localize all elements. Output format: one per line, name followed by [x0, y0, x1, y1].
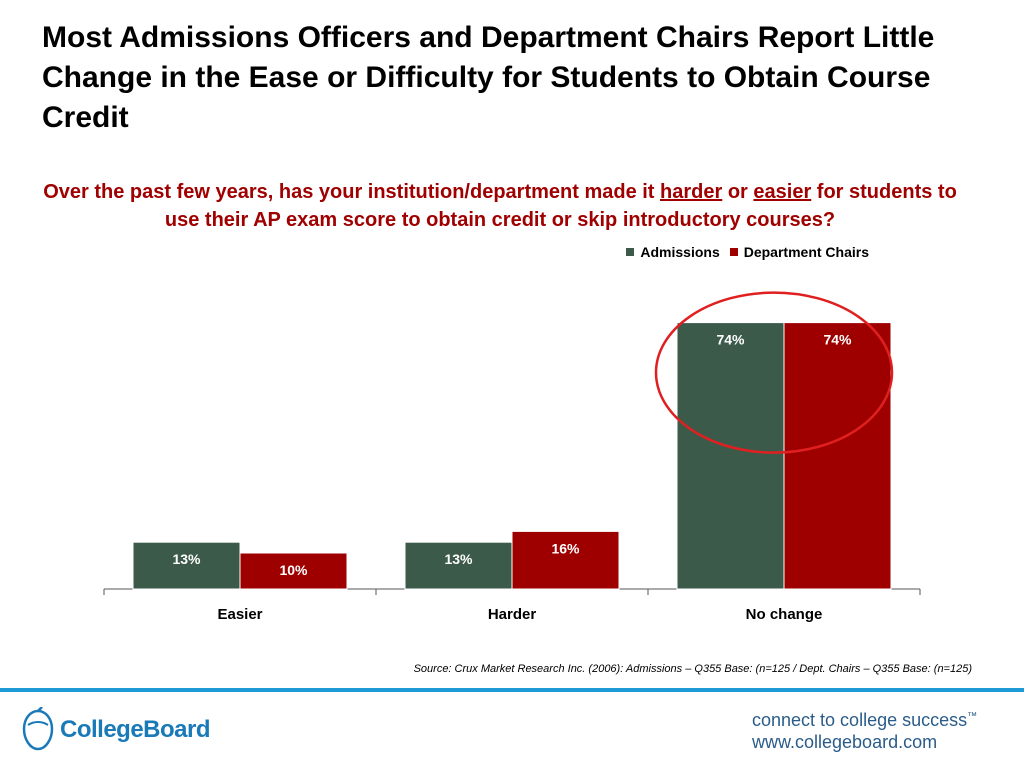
- bar-admissions: [404, 541, 513, 590]
- survey-question: Over the past few years, has your instit…: [30, 178, 970, 234]
- bar-value-label: 74%: [823, 332, 852, 348]
- tagline-text: connect to college success: [752, 710, 968, 730]
- bar-value-label: 13%: [444, 551, 473, 567]
- category-label: No change: [746, 606, 823, 623]
- question-or: or: [722, 181, 754, 203]
- question-easier: easier: [753, 181, 812, 203]
- category-label: Easier: [217, 606, 262, 623]
- question-part1: Over the past few years, has your instit…: [43, 181, 661, 203]
- slide-title: Most Admissions Officers and Department …: [42, 21, 935, 134]
- source-note: Source: Crux Market Research Inc. (2006)…: [413, 663, 972, 675]
- bar-department-chairs: [511, 530, 620, 590]
- legend-label-chairs: Department Chairs: [743, 244, 869, 260]
- tagline: connect to college success™ www.collegeb…: [752, 706, 977, 753]
- logo-text: CollegeBoard: [60, 716, 211, 743]
- bar-admissions: [132, 541, 241, 590]
- bar-department-chairs: [239, 552, 348, 590]
- highlight-circle: [654, 291, 894, 454]
- tagline-line1: connect to college success™: [752, 706, 977, 731]
- question-part2: for students to use their AP exam score …: [164, 181, 957, 231]
- bar-value-label: 74%: [716, 332, 745, 348]
- footer-divider: [0, 688, 1024, 692]
- question-harder: harder: [660, 181, 723, 203]
- bar-value-label: 10%: [279, 562, 308, 578]
- category-label: Harder: [488, 606, 537, 623]
- bar-department-chairs: [783, 322, 892, 590]
- bar-admissions: [676, 322, 785, 590]
- bar-value-label: 16%: [551, 540, 580, 556]
- acorn-icon: [22, 707, 54, 751]
- chart-legend: Admissions Department Chairs: [626, 244, 869, 260]
- legend-swatch-chairs: [729, 248, 738, 256]
- trademark: ™: [967, 711, 978, 722]
- collegeboard-logo: CollegeBoard: [20, 705, 211, 755]
- bar-chart: 13% 10% Easier 13% 16% Harder 74% 74% No change: [103, 291, 921, 623]
- legend-label-admissions: Admissions: [640, 244, 720, 260]
- legend-item-chairs: Department Chairs: [729, 244, 869, 260]
- tagline-url: www.collegeboard.com: [752, 732, 938, 752]
- bar-value-label: 13%: [172, 551, 201, 567]
- legend-swatch-admissions: [626, 248, 635, 256]
- legend-item-admissions: Admissions: [626, 244, 720, 260]
